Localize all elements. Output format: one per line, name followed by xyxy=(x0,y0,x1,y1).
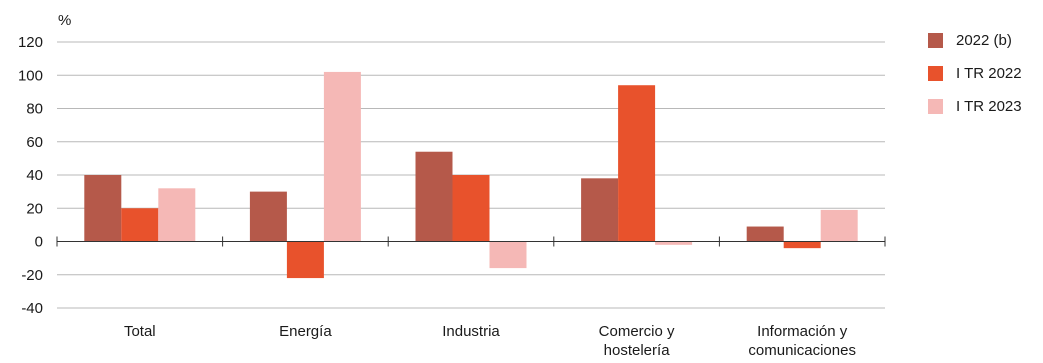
y-tick-label: 20 xyxy=(26,200,43,217)
legend-label: I TR 2022 xyxy=(956,64,1022,82)
x-category-label-line: Información y xyxy=(757,323,848,340)
x-category-label: Total xyxy=(124,323,156,340)
legend-item-2022-b: 2022 (b) xyxy=(928,30,1022,50)
legend-label: 2022 (b) xyxy=(956,31,1012,49)
x-category-label-line: comunicaciones xyxy=(748,342,856,359)
x-category-label-line: hostelería xyxy=(604,342,671,359)
y-tick-label: -20 xyxy=(21,267,43,284)
bar xyxy=(746,226,784,242)
y-tick-label: 80 xyxy=(26,101,43,118)
legend-item-i-tr-2023: I TR 2023 xyxy=(928,96,1022,116)
y-tick-label: -40 xyxy=(21,300,43,317)
bars xyxy=(84,71,858,279)
legend: 2022 (b) I TR 2022 I TR 2023 xyxy=(928,30,1022,129)
bar xyxy=(581,178,619,242)
y-tick-label: 100 xyxy=(18,67,43,84)
x-category-label-line: Industria xyxy=(442,323,500,340)
bar xyxy=(618,85,656,242)
x-category-label-line: Comercio y xyxy=(599,323,675,340)
y-axis-ticks: -40 -20 0 20 40 60 80 100 120 xyxy=(18,34,43,317)
x-category-label: Comercio y hostelería xyxy=(599,323,675,359)
legend-label: I TR 2023 xyxy=(956,97,1022,115)
x-category-label: Información y comunicaciones xyxy=(748,323,856,359)
y-tick-label: 0 xyxy=(35,234,43,251)
x-category-label: Industria xyxy=(442,323,500,340)
bar xyxy=(415,151,453,242)
y-tick-label: 120 xyxy=(18,34,43,51)
y-axis-unit-label: % xyxy=(58,12,71,29)
bar xyxy=(783,241,821,249)
bar xyxy=(323,71,361,242)
bar xyxy=(489,241,527,269)
x-category-label-line: Total xyxy=(124,323,156,340)
x-category-label: Energía xyxy=(279,323,332,340)
legend-item-i-tr-2022: I TR 2022 xyxy=(928,63,1022,83)
x-axis-labels: Total Energía Industria Comercio y hostelerí… xyxy=(124,323,856,359)
bar xyxy=(121,208,159,242)
x-category-label-line: Energía xyxy=(279,323,332,340)
bar xyxy=(655,241,693,245)
bar xyxy=(820,209,858,242)
bar xyxy=(452,175,490,242)
y-tick-label: 40 xyxy=(26,167,43,184)
bar xyxy=(249,191,287,242)
bar xyxy=(158,188,196,242)
legend-swatch xyxy=(928,98,943,114)
bar xyxy=(286,241,324,279)
y-tick-label: 60 xyxy=(26,134,43,151)
bar xyxy=(84,175,122,242)
legend-swatch xyxy=(928,65,943,81)
zero-axis xyxy=(56,236,886,247)
legend-swatch xyxy=(928,32,943,48)
